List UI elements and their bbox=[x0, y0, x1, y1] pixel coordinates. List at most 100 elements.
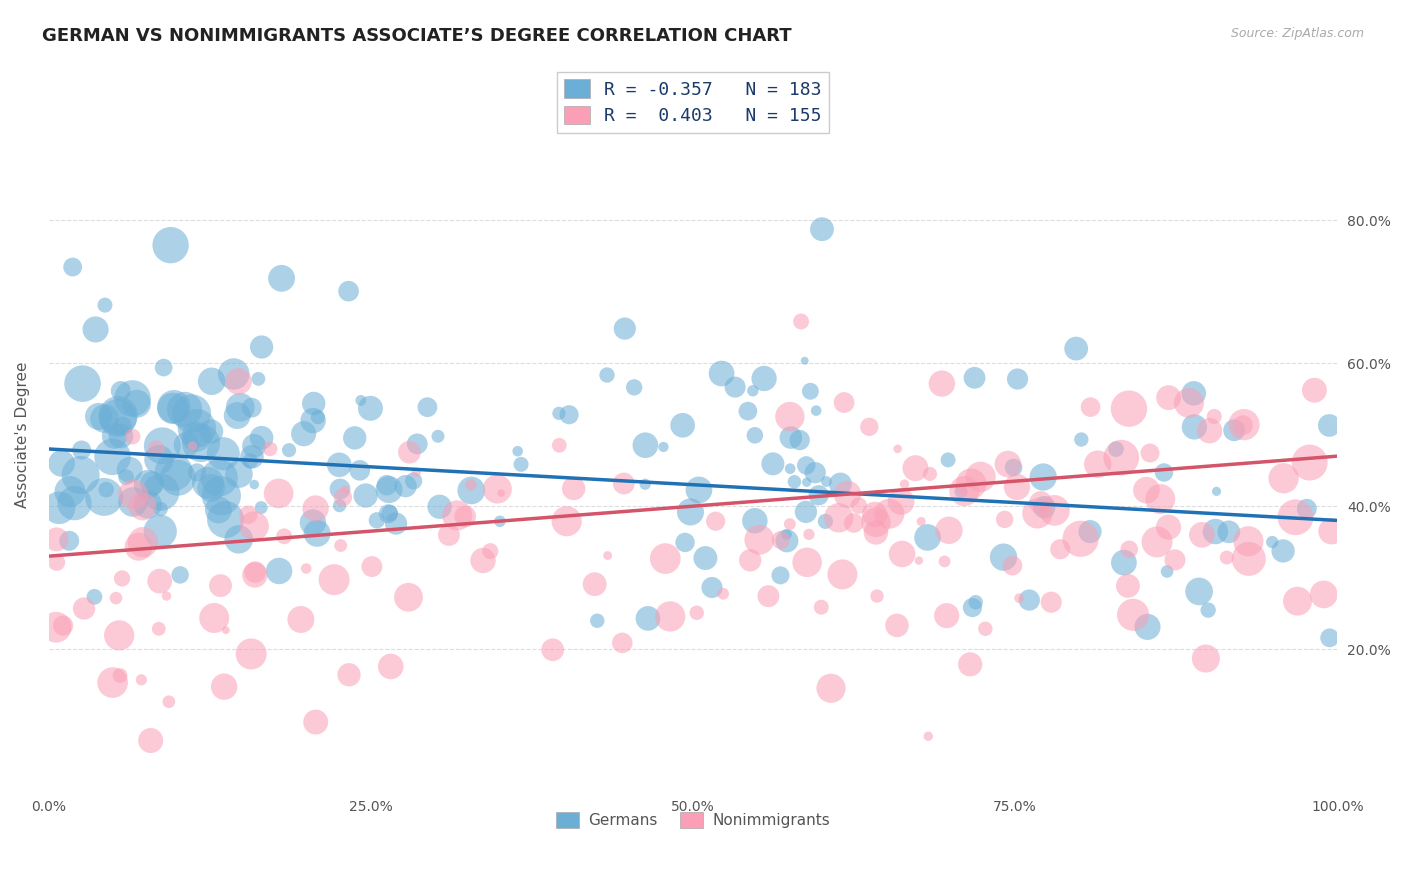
Point bbox=[1135, 483, 1157, 498]
Point bbox=[804, 466, 827, 480]
Point bbox=[974, 622, 997, 636]
Point bbox=[1105, 442, 1128, 456]
Point bbox=[769, 533, 792, 547]
Point bbox=[969, 470, 991, 484]
Point bbox=[740, 553, 762, 567]
Point bbox=[125, 397, 148, 411]
Point bbox=[959, 657, 981, 672]
Point bbox=[1026, 507, 1049, 521]
Point bbox=[950, 484, 973, 499]
Point bbox=[489, 486, 512, 500]
Point bbox=[250, 500, 273, 515]
Point bbox=[613, 321, 636, 335]
Point bbox=[58, 533, 80, 548]
Point bbox=[73, 601, 96, 615]
Point bbox=[460, 478, 482, 492]
Point bbox=[243, 568, 266, 582]
Point bbox=[1078, 524, 1101, 539]
Point bbox=[122, 487, 145, 501]
Point bbox=[1136, 620, 1159, 634]
Point bbox=[111, 571, 134, 585]
Point bbox=[429, 500, 451, 514]
Point bbox=[96, 483, 118, 497]
Point bbox=[59, 484, 82, 499]
Point bbox=[1319, 631, 1341, 645]
Point bbox=[1122, 607, 1144, 622]
Point bbox=[936, 453, 959, 467]
Point bbox=[238, 508, 260, 522]
Point bbox=[1164, 553, 1187, 567]
Point bbox=[596, 368, 619, 382]
Point bbox=[139, 733, 162, 747]
Point bbox=[953, 483, 976, 498]
Point bbox=[290, 612, 312, 626]
Point bbox=[1018, 593, 1040, 607]
Point bbox=[790, 314, 813, 328]
Point bbox=[748, 533, 770, 547]
Point bbox=[935, 608, 957, 623]
Point bbox=[197, 475, 219, 490]
Point bbox=[797, 527, 820, 541]
Point bbox=[155, 589, 177, 603]
Point bbox=[45, 620, 67, 634]
Point bbox=[737, 404, 759, 418]
Point bbox=[337, 667, 360, 681]
Point bbox=[837, 487, 859, 501]
Point bbox=[51, 457, 73, 471]
Point bbox=[842, 516, 865, 530]
Point bbox=[222, 367, 245, 381]
Point bbox=[190, 436, 212, 450]
Point bbox=[72, 376, 94, 391]
Point bbox=[145, 442, 167, 457]
Point bbox=[131, 673, 153, 687]
Point bbox=[1312, 587, 1334, 601]
Point bbox=[796, 555, 818, 569]
Point bbox=[1029, 496, 1052, 510]
Point bbox=[302, 516, 325, 530]
Point bbox=[148, 622, 170, 636]
Point bbox=[163, 400, 186, 414]
Point bbox=[779, 409, 801, 424]
Point bbox=[243, 439, 266, 453]
Point bbox=[110, 429, 132, 443]
Point bbox=[212, 680, 235, 694]
Point bbox=[886, 618, 908, 632]
Point bbox=[48, 500, 70, 515]
Point bbox=[186, 421, 208, 435]
Point bbox=[446, 508, 468, 523]
Point bbox=[259, 442, 281, 456]
Point bbox=[292, 426, 315, 441]
Point bbox=[917, 729, 939, 743]
Point bbox=[1216, 550, 1239, 565]
Point bbox=[394, 479, 416, 493]
Point bbox=[152, 360, 174, 375]
Point bbox=[758, 589, 780, 603]
Point bbox=[596, 549, 619, 563]
Point bbox=[398, 445, 420, 459]
Point bbox=[1303, 383, 1326, 397]
Point bbox=[832, 395, 855, 409]
Point bbox=[828, 510, 851, 524]
Point bbox=[250, 431, 273, 445]
Point bbox=[858, 419, 880, 434]
Point bbox=[612, 636, 634, 650]
Point bbox=[52, 618, 75, 632]
Point bbox=[405, 466, 427, 480]
Point bbox=[1109, 450, 1132, 465]
Point bbox=[302, 414, 325, 428]
Point bbox=[744, 428, 766, 442]
Point bbox=[162, 401, 184, 416]
Point bbox=[1188, 584, 1211, 599]
Point bbox=[938, 523, 960, 537]
Point bbox=[1080, 400, 1102, 414]
Point bbox=[997, 457, 1019, 471]
Point bbox=[1146, 535, 1168, 549]
Point bbox=[779, 461, 801, 475]
Point bbox=[652, 440, 675, 454]
Point bbox=[181, 439, 204, 453]
Point bbox=[214, 513, 236, 527]
Point bbox=[893, 477, 915, 491]
Point bbox=[934, 554, 956, 568]
Point bbox=[1049, 542, 1071, 557]
Point bbox=[695, 551, 717, 566]
